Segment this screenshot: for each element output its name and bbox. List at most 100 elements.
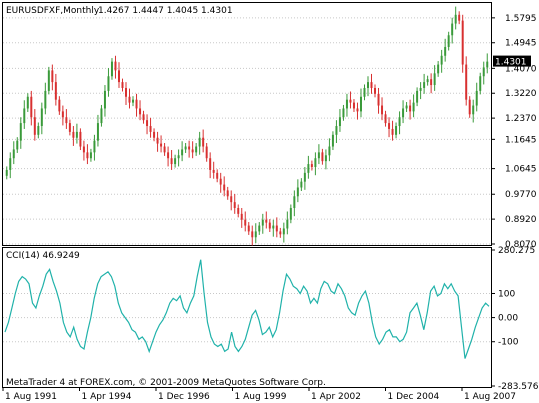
current-price-box [493,55,531,67]
candle-body [275,225,278,232]
candle-body [451,23,454,36]
candle-body [272,225,275,229]
candle-body [423,82,426,88]
candle-body [479,76,482,91]
candle-body [26,96,29,109]
candle-body [433,73,436,86]
candle-body [89,152,92,159]
candle-body [47,70,50,91]
candle-body [30,96,33,118]
candle-body [219,178,222,185]
candle-body [86,152,89,159]
price-axis-ticks: 1.5795 1.4945 1.4070 1.3220 1.2370 1.1645 1.06… [491,14,537,250]
candle-body [335,126,338,135]
candle-body [370,82,373,88]
x-tick-label: 1 Aug 1999 [235,392,287,402]
candle-body [79,131,82,147]
price-panel-frame [2,2,492,246]
candle-body [289,207,292,220]
candle-body [12,149,15,159]
candle-body [68,123,71,132]
candle-body [226,190,229,197]
candle-body [100,108,103,124]
candle-body [233,202,236,208]
candle-body [416,90,419,103]
candle-body [209,158,212,170]
candle-body [37,126,40,135]
candle-body [125,87,127,97]
x-tick-label: 1 Aug 1991 [5,392,57,402]
candle-body [230,196,233,203]
candle-body [132,99,135,103]
candle-body [216,172,219,179]
candle-body [374,87,377,94]
candle-body [142,114,145,121]
candle-body [454,14,457,24]
candle-body [174,158,177,165]
cci-tick-label: -283.576 [498,382,539,392]
candle-body [381,105,384,115]
candle-body [458,14,461,21]
candle-body [388,123,391,129]
cci-axis-ticks: 280.275 100 0.00 -100 -283.576 [491,246,539,392]
candle-body [349,99,352,103]
candle-body [247,225,250,232]
price-tick-label: 1.4945 [505,39,537,49]
x-axis-ticks: 1 Aug 1991 1 Apr 1994 1 Dec 1996 1 Aug 1999… [2,387,516,402]
candle-body [468,99,471,115]
candle-body [430,79,433,86]
candle-body [402,108,405,118]
chart-title: EURUSDFXF,Monthly [6,6,100,16]
cci-title: CCI(14) 46.9249 [6,251,80,261]
candle-body [324,155,327,162]
candle-body [191,149,194,153]
candle-body [258,225,261,232]
price-tick-label: 1.5795 [505,14,537,24]
price-tick-label: 0.8070 [505,240,537,250]
candle-body [223,184,226,191]
candle-body [177,155,180,159]
candle-body [54,82,57,100]
candle-body [33,117,36,135]
candle-body [398,117,401,127]
candle-body [212,169,215,173]
candle-body [345,99,348,109]
x-tick-label: 1 Aug 2007 [464,392,516,402]
candle-body [128,96,131,103]
candle-body [188,146,191,150]
candle-body [117,70,120,83]
candle-body [331,134,334,147]
price-tick-label: 1.4070 [505,64,537,74]
candle-body [23,108,26,124]
candle-body [93,140,96,153]
candle-body [121,82,124,88]
price-tick-label: 0.8920 [505,215,537,225]
candle-body [202,137,205,147]
candle-body [110,61,113,77]
candle-body [107,76,110,91]
candle-body [475,90,478,106]
candle-body [482,67,485,77]
candle-body [384,114,387,124]
price-gridlines [3,17,491,245]
candle-body [61,111,64,118]
candle-body [419,87,422,91]
candle-body [82,146,85,153]
candle-body [19,123,22,141]
candle-body [444,46,447,56]
candle-body [338,117,341,127]
candle-body [310,164,313,168]
candle-body [254,231,257,238]
candle-body [65,117,68,124]
candle-body [153,131,156,138]
candle-body [181,149,184,156]
candle-body [114,61,117,71]
candle-body [317,152,320,159]
price-tick-label: 1.2370 [505,114,537,124]
candle-body [149,126,152,132]
candle-body [184,146,187,150]
candle-body [163,146,166,153]
ohlc-values: 1.4267 1.4447 1.4045 1.4301 [98,6,233,16]
price-tick-label: 1.3220 [505,89,537,99]
